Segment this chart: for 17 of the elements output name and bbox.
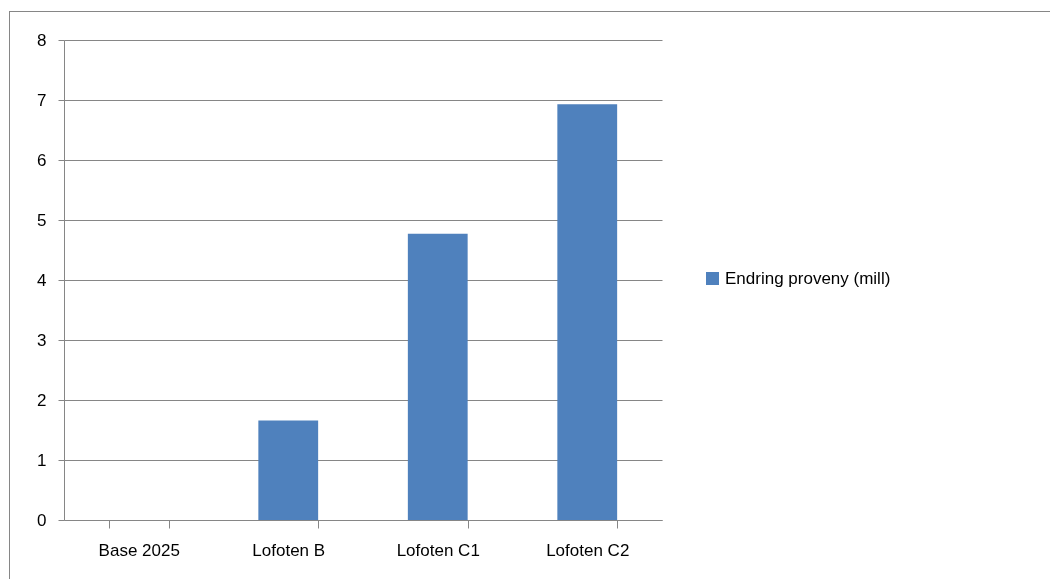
legend-label: Endring proveny (mill)	[725, 268, 891, 288]
bar	[557, 104, 618, 520]
y-tick-label: 5	[37, 210, 47, 230]
bar	[258, 420, 319, 520]
y-tick-label: 6	[37, 150, 47, 170]
x-tick-label: Lofoten B	[252, 540, 326, 560]
y-tick-label: 3	[37, 330, 47, 350]
y-tick-label: 8	[37, 30, 47, 50]
y-tick-label: 0	[37, 510, 47, 530]
bar	[407, 233, 468, 520]
y-tick-label: 7	[37, 90, 47, 110]
x-tick-label: Base 2025	[98, 540, 180, 560]
y-tick-label: 1	[37, 450, 47, 470]
x-tick-label: Lofoten C2	[546, 540, 630, 560]
y-tick-label: 2	[37, 390, 47, 410]
x-tick-label: Lofoten C1	[396, 540, 480, 560]
y-tick-label: 4	[37, 270, 47, 290]
